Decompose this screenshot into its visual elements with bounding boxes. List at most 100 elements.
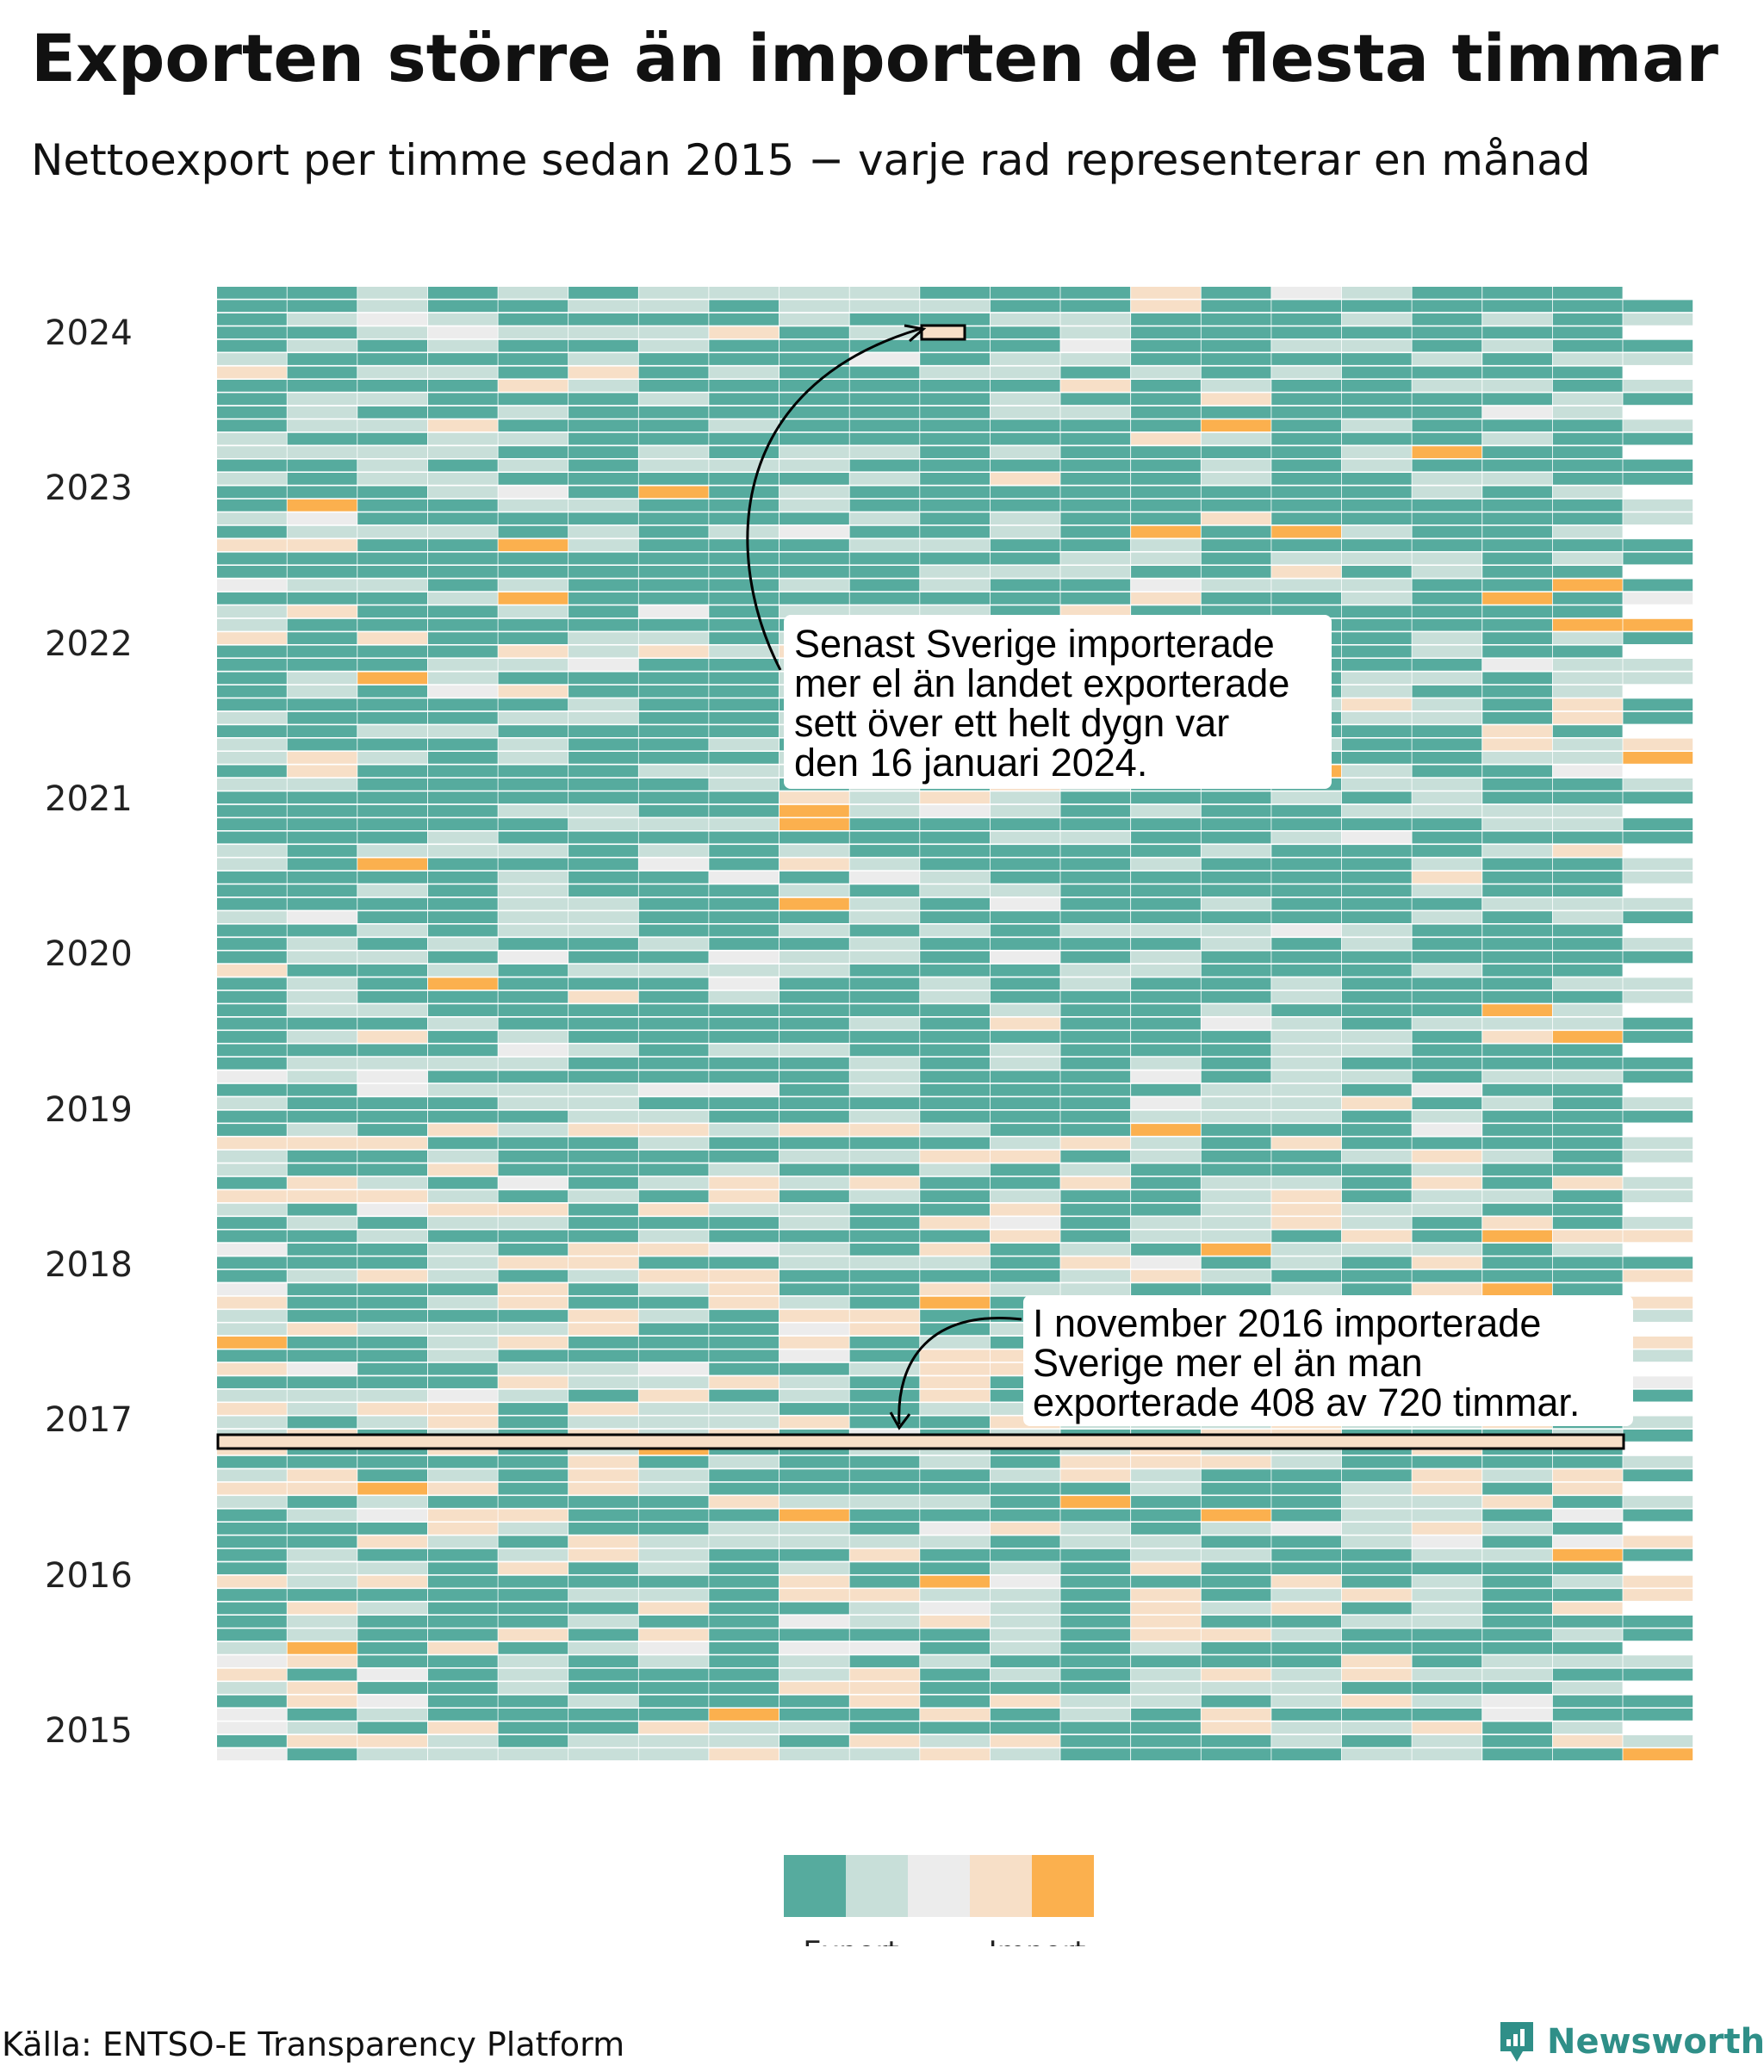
heatmap-cell xyxy=(287,432,357,445)
heatmap-cell xyxy=(920,1176,990,1189)
heatmap-cell xyxy=(849,1535,920,1548)
heatmap-cell xyxy=(780,791,849,804)
heatmap-cell xyxy=(427,287,498,299)
heatmap-cell xyxy=(1412,313,1482,326)
heatmap-cell xyxy=(357,1482,427,1495)
heatmap-cell xyxy=(990,300,1060,313)
heatmap-cell xyxy=(498,1682,568,1694)
heatmap-cell xyxy=(1131,1217,1201,1229)
heatmap-cell xyxy=(709,672,780,685)
heatmap-cell xyxy=(217,432,287,445)
heatmap-cell xyxy=(427,897,498,910)
heatmap-cell xyxy=(1552,1709,1623,1721)
heatmap-cell xyxy=(498,897,568,910)
heatmap-cell xyxy=(1341,1110,1412,1123)
heatmap-cell xyxy=(638,380,709,392)
heatmap-cell xyxy=(1623,1389,1693,1402)
heatmap-cell xyxy=(1271,1589,1342,1601)
heatmap-cell xyxy=(217,1070,287,1083)
heatmap-cell xyxy=(357,339,427,352)
heatmap-cell xyxy=(1482,1097,1552,1109)
heatmap-cell xyxy=(1271,393,1342,406)
heatmap-cell xyxy=(217,938,287,950)
heatmap-cell xyxy=(1412,1269,1482,1282)
heatmap-cell xyxy=(498,1296,568,1309)
heatmap-cell xyxy=(568,1017,638,1030)
heatmap-cell xyxy=(849,1482,920,1495)
heatmap-cell xyxy=(1341,871,1412,884)
heatmap-cell xyxy=(1201,884,1271,897)
heatmap-cell xyxy=(1201,605,1271,618)
heatmap-cell xyxy=(1482,552,1552,565)
heatmap-cell xyxy=(920,791,990,804)
heatmap-cell xyxy=(217,1017,287,1030)
heatmap-cell xyxy=(638,897,709,910)
heatmap-cell xyxy=(709,1562,780,1575)
heatmap-cell xyxy=(217,1004,287,1016)
heatmap-cell xyxy=(709,1455,780,1468)
heatmap-cell xyxy=(1271,1190,1342,1202)
heatmap-cell xyxy=(780,924,849,937)
heatmap-cell xyxy=(1131,977,1201,990)
heatmap-cell xyxy=(638,499,709,512)
heatmap-cell xyxy=(427,1083,498,1096)
heatmap-cell xyxy=(1482,1217,1552,1229)
heatmap-cell xyxy=(1271,326,1342,339)
heatmap-cell xyxy=(287,1044,357,1057)
heatmap-cell xyxy=(427,645,498,658)
heatmap-cell xyxy=(1341,1641,1412,1654)
heatmap-cell xyxy=(1412,1721,1482,1734)
heatmap-cell xyxy=(357,1709,427,1721)
heatmap-cell xyxy=(1341,1256,1412,1269)
heatmap-cell xyxy=(920,1190,990,1202)
heatmap-cell xyxy=(638,300,709,313)
heatmap-cell xyxy=(920,1668,990,1681)
heatmap-cell xyxy=(498,313,568,326)
heatmap-cell xyxy=(1201,1734,1271,1747)
heatmap-cell xyxy=(1131,406,1201,419)
heatmap-cell xyxy=(287,525,357,538)
heatmap-cell xyxy=(1623,1748,1693,1761)
heatmap-cell xyxy=(427,977,498,990)
heatmap-cell xyxy=(427,1150,498,1163)
heatmap-cell xyxy=(920,1589,990,1601)
heatmap-cell xyxy=(1341,618,1412,631)
heatmap-cell xyxy=(1623,1057,1693,1070)
heatmap-cell xyxy=(357,1734,427,1747)
heatmap-cell xyxy=(1131,512,1201,525)
heatmap-cell xyxy=(1060,1734,1131,1747)
heatmap-cell xyxy=(217,1616,287,1628)
heatmap-cell xyxy=(849,1575,920,1588)
heatmap-cell xyxy=(709,1628,780,1641)
heatmap-cell xyxy=(1482,566,1552,578)
y-tick-label-2016: 2016 xyxy=(45,1556,133,1596)
heatmap-cell xyxy=(1131,1589,1201,1601)
heatmap-cell xyxy=(849,592,920,605)
heatmap-cell xyxy=(1623,1589,1693,1601)
heatmap-cell xyxy=(638,393,709,406)
heatmap-cell xyxy=(498,659,568,671)
heatmap-cell xyxy=(1482,406,1552,419)
heatmap-cell xyxy=(1341,1070,1412,1083)
heatmap-cell xyxy=(1412,1150,1482,1163)
heatmap-cell xyxy=(217,605,287,618)
heatmap-cell xyxy=(217,287,287,299)
y-tick-label-2021: 2021 xyxy=(45,779,133,819)
heatmap-cell xyxy=(1060,858,1131,871)
heatmap-cell xyxy=(217,1230,287,1243)
heatmap-cell xyxy=(1623,1190,1693,1202)
heatmap-cell xyxy=(1060,539,1131,551)
heatmap-cell xyxy=(1201,1004,1271,1016)
heatmap-cell xyxy=(217,326,287,339)
heatmap-cell xyxy=(920,287,990,299)
heatmap-cell xyxy=(357,1150,427,1163)
heatmap-cell xyxy=(1271,432,1342,445)
heatmap-cell xyxy=(1131,419,1201,432)
heatmap-cell xyxy=(357,459,427,472)
heatmap-cell xyxy=(287,1416,357,1429)
heatmap-cell xyxy=(498,1668,568,1681)
heatmap-cell xyxy=(1201,393,1271,406)
arrow-jan-2024 xyxy=(746,327,921,671)
legend-swatch-neutral xyxy=(908,1855,970,1917)
heatmap-cell xyxy=(357,725,427,737)
